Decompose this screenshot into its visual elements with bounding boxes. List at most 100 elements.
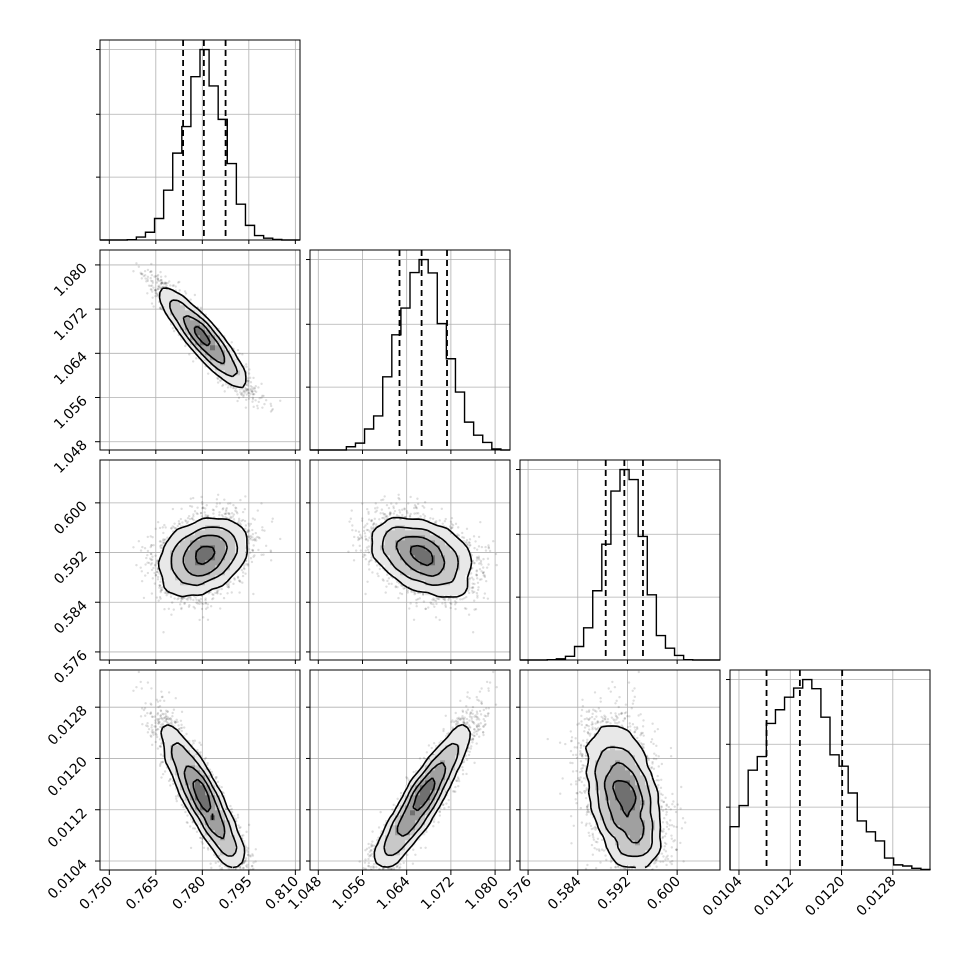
- scatter-point: [242, 866, 245, 870]
- scatter-point: [354, 549, 358, 552]
- density-cell: [210, 800, 216, 806]
- scatter-point: [442, 727, 445, 731]
- scatter-point: [477, 586, 480, 589]
- scatter-point: [179, 726, 182, 730]
- scatter-point: [661, 821, 665, 824]
- scatter-point: [657, 755, 660, 758]
- density-cell: [625, 825, 631, 831]
- scatter-point: [159, 546, 163, 550]
- scatter-point: [449, 527, 453, 530]
- scatter-point: [476, 596, 479, 599]
- scatter-point: [211, 593, 214, 596]
- scatter-point: [473, 608, 476, 611]
- scatter-point: [479, 520, 482, 524]
- scatter-point: [144, 563, 147, 566]
- scatter-point: [631, 689, 634, 693]
- density-cell: [610, 740, 616, 746]
- scatter-point: [241, 518, 245, 522]
- scatter-point: [231, 515, 235, 518]
- scatter-point: [172, 329, 176, 333]
- scatter-point: [366, 877, 368, 879]
- density-cell: [200, 575, 206, 581]
- scatter-point: [641, 874, 643, 876]
- density-cell: [625, 815, 631, 821]
- scatter-point: [169, 284, 172, 287]
- density-cell: [185, 310, 191, 316]
- density-cell: [650, 850, 656, 856]
- scatter-point: [155, 561, 158, 564]
- density-cell: [225, 860, 231, 866]
- scatter-point: [472, 535, 476, 538]
- scatter-point: [633, 726, 636, 729]
- density-cell: [170, 545, 176, 551]
- scatter-point: [614, 866, 618, 869]
- scatter-point: [212, 509, 216, 512]
- density-cell: [450, 730, 456, 736]
- density-cell: [635, 745, 641, 751]
- density-cell: [645, 815, 651, 821]
- scatter-point: [389, 871, 391, 873]
- scatter-point: [579, 746, 583, 750]
- density-cell: [175, 560, 181, 566]
- density-cell: [230, 570, 236, 576]
- density-cell: [620, 730, 626, 736]
- scatter-point: [373, 507, 377, 510]
- scatter-point: [230, 516, 233, 520]
- scatter-point: [206, 603, 210, 606]
- density-cell: [235, 375, 241, 381]
- scatter-point: [269, 410, 273, 413]
- density-cell: [465, 735, 471, 741]
- scatter-point: [669, 861, 672, 864]
- scatter-point: [375, 874, 377, 876]
- density-cell: [410, 545, 416, 551]
- density-cell: [435, 535, 441, 541]
- scatter-point: [429, 601, 432, 604]
- scatter-point: [150, 262, 153, 266]
- density-cell: [385, 545, 391, 551]
- density-cell: [435, 785, 441, 791]
- density-cell: [215, 820, 221, 826]
- scatter-point: [613, 685, 617, 689]
- scatter-point: [156, 711, 160, 715]
- density-cell: [230, 360, 236, 366]
- scatter-point: [468, 541, 471, 545]
- density-cell: [420, 550, 426, 556]
- density-cell: [165, 545, 171, 551]
- scatter-point: [156, 273, 160, 277]
- scatter-point: [245, 865, 249, 869]
- scatter-point: [246, 384, 250, 387]
- density-cell: [430, 795, 436, 801]
- density-cell: [410, 570, 416, 576]
- scatter-point: [670, 846, 674, 849]
- contour-level-3: [158, 287, 247, 389]
- density-cell: [625, 770, 631, 776]
- scatter-point: [596, 721, 599, 724]
- density-cell: [405, 550, 411, 556]
- density-cell: [425, 525, 431, 531]
- scatter-point: [377, 873, 379, 875]
- scatter-point: [246, 379, 249, 383]
- scatter-point: [588, 734, 592, 737]
- scatter-point: [347, 909, 349, 911]
- scatter-point: [570, 739, 573, 743]
- scatter-point: [177, 727, 181, 731]
- scatter-point: [159, 540, 162, 543]
- scatter-point: [146, 681, 150, 684]
- scatter-point: [257, 895, 259, 897]
- scatter-point: [475, 718, 479, 721]
- scatter-point: [149, 288, 153, 291]
- density-cell: [230, 545, 236, 551]
- density-cell: [175, 300, 181, 306]
- scatter-point: [586, 731, 590, 734]
- xtick-label-1-2: 1.064: [374, 873, 414, 913]
- scatter-point: [364, 858, 367, 861]
- scatter-point: [146, 275, 150, 279]
- scatter-point: [170, 721, 173, 724]
- density-cell: [235, 530, 241, 536]
- density-cell: [460, 750, 466, 756]
- scatter-point: [495, 685, 498, 689]
- scatter-point: [649, 916, 651, 918]
- scatter-point: [246, 863, 249, 867]
- scatter-point: [379, 887, 381, 889]
- density-cell: [620, 800, 626, 806]
